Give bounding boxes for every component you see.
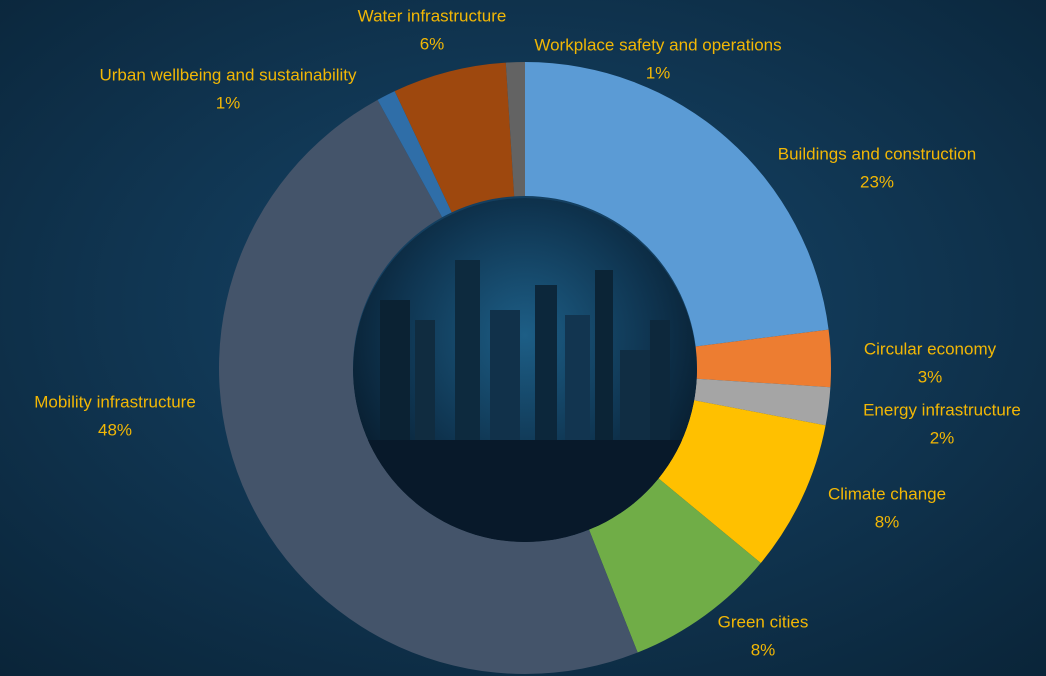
slice xyxy=(525,62,829,347)
value-label: 1% xyxy=(216,93,241,112)
labels: Buildings and construction 23% Circular ec… xyxy=(34,6,1021,659)
slice xyxy=(394,62,515,213)
category-label: Energy infrastructure xyxy=(863,400,1021,419)
category-label: Water infrastructure xyxy=(358,6,507,25)
value-label: 8% xyxy=(751,640,776,659)
value-label: 23% xyxy=(860,172,894,191)
slice xyxy=(588,477,761,653)
donut xyxy=(218,62,831,675)
category-label: Workplace safety and operations xyxy=(534,35,781,54)
slice xyxy=(377,91,452,218)
value-label: 48% xyxy=(98,420,132,439)
category-label: Circular economy xyxy=(864,339,997,358)
category-label: Buildings and construction xyxy=(778,144,976,163)
slice xyxy=(505,62,525,197)
category-label: Climate change xyxy=(828,484,946,503)
slice xyxy=(693,378,831,426)
value-label: 1% xyxy=(646,63,671,82)
value-label: 6% xyxy=(420,34,445,53)
value-label: 8% xyxy=(875,512,900,531)
slice xyxy=(695,329,831,388)
value-label: 3% xyxy=(918,367,943,386)
slice xyxy=(657,400,826,564)
slice xyxy=(218,99,638,675)
category-label: Green cities xyxy=(718,612,809,631)
category-label: Mobility infrastructure xyxy=(34,392,196,411)
value-label: 2% xyxy=(930,428,955,447)
category-label: Urban wellbeing and sustainability xyxy=(99,65,357,84)
